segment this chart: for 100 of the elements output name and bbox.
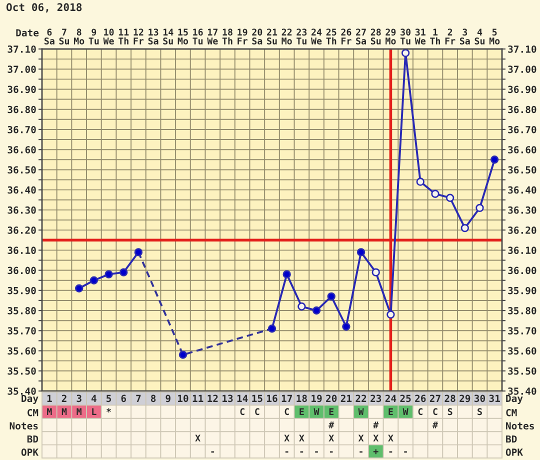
y-tick-label: 37.00 [8,66,36,73]
text: E [388,408,393,415]
y2-tick-label: 36.80 [508,106,536,114]
text: X [388,434,394,442]
y2-tick-label: 35.50 [508,367,536,375]
x-tick-label: 8 [150,394,156,402]
x-tick-label: 8 Mo [74,28,84,44]
x-tick-label: 11 [192,394,204,402]
x-tick-label: 1 Th [430,28,440,44]
text: M [47,408,52,415]
x-tick-label: 24 We [311,28,322,44]
x-tick-label: 14 [237,394,248,402]
y-tick-label: 36.00 [8,266,36,274]
x-tick-label: 9 Tu [88,28,99,44]
x-tick-label: 4 Su [474,28,484,44]
y-tick-label: 36.70 [8,126,36,134]
text: - [211,451,214,453]
y2-tick-label: 35.60 [508,347,536,355]
text: - [315,451,318,453]
x-tick-label: 4 [91,394,96,402]
y-tick-label: 35.80 [8,307,36,314]
x-tick-label: 10 We [103,28,114,44]
text: X [284,434,290,442]
y-tick-label: OPK [21,448,38,456]
text: - [404,451,407,453]
y-tick-label: 37.10 [8,45,36,53]
y2-tick-label: 36.50 [508,166,536,174]
text: - [285,451,288,453]
x-tick-label: 20 Sa [252,28,262,44]
y2-tick-label: 35.40 [508,387,536,395]
text: X [373,434,379,442]
y-tick-label: 36.30 [8,206,36,214]
y2-tick-label: 36.00 [508,266,536,274]
y2-tick-label: 36.60 [508,146,536,154]
y-tick-label: 35.40 [8,387,36,395]
x-tick-label: 13 [222,394,233,402]
x-tick-label: 18 [296,394,307,402]
text: Day [506,394,523,404]
x-tick-label: 20 [326,394,337,402]
x-axis-title: Day [22,394,38,404]
y2-tick-label: 36.30 [508,206,536,214]
text: W [314,408,320,415]
x-tick-label: 17 We [207,28,218,44]
text: M [62,408,67,415]
y2-tick-label: CM [506,408,517,416]
y-tick-label: 36.90 [8,86,36,94]
x-tick-label: 27 Sa [356,28,366,44]
x-tick-label: 30 Tu [400,28,411,44]
text: + [373,449,378,454]
text: # [373,422,379,428]
text: # [432,422,438,428]
text: W [358,408,364,415]
x-tick-label: 29 Mo [386,28,396,44]
y2-tick-label: 37.00 [508,66,536,73]
x-tick-label: 31 We [414,28,426,44]
x-tick-label: 28 [444,394,456,402]
x-tick-label: 5 [106,394,112,402]
text: * [106,408,111,412]
x-tick-label: 22 [356,394,366,402]
text: S [448,408,452,416]
text: X [299,434,304,442]
x-tick-label: 25 Th [326,28,336,44]
text: C [255,408,260,416]
y2-tick-label: 35.90 [508,286,536,294]
x-tick-label: 1 [47,394,52,402]
y2-tick-label: OPK [506,448,523,456]
x-tick-label: 2 [62,394,66,402]
x-tick-label: 12 Fr [134,28,144,44]
y2-tick-label: Notes [506,422,534,430]
y-tick-label: 36.60 [8,146,36,154]
x-tick-label: 14 Su [163,28,174,44]
x-tick-label: 7 Su [59,28,70,44]
x-tick-label: 16 [267,394,278,402]
y-tick-label: 35.50 [8,367,36,375]
x-tick-label: 21 [340,394,352,402]
text: W [402,408,408,415]
text: - [300,451,304,453]
text: X [195,434,200,442]
x-tick-label: 7 [136,394,141,402]
y-tick-label: 35.70 [8,327,36,334]
y2-tick-label: 36.10 [508,246,536,254]
y2-tick-label: 35.80 [508,307,536,314]
text: C [418,408,422,416]
x-tick-label: 2 Fr [445,28,456,44]
text: C [240,408,244,416]
x-tick-label: 10 [178,394,188,402]
y-tick-label: Notes [10,422,38,430]
text: M [76,408,82,415]
x-tick-label: 6 [121,394,126,402]
text: S [478,408,482,416]
x-tick-label: 6 Sa [44,28,54,44]
y-tick-label: 35.90 [8,286,36,294]
y2-tick-label: BD [506,435,517,443]
x-tick-label: 22 Mo [282,28,292,44]
x-tick-label: 5 Mo [489,28,500,44]
x-tick-label: 3 Sa [460,28,470,44]
x-axis-title: Date [16,29,39,36]
x-tick-label: 19 Fr [238,28,248,44]
y2-tick-label: 37.10 [508,45,536,53]
x-tick-label: 31 [489,394,500,402]
